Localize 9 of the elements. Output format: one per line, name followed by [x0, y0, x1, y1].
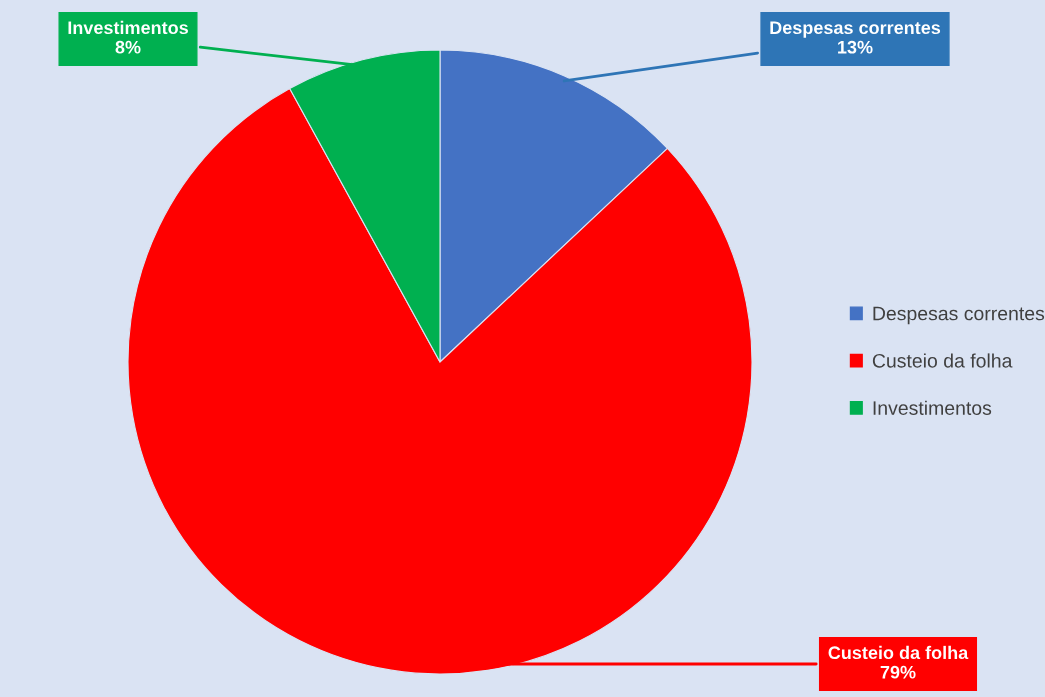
slice-label: Despesas correntes: [770, 21, 941, 38]
slice-label: Investimentos: [68, 20, 188, 35]
data-label: 8%: [115, 40, 141, 54]
legend-label: Custeio da folha: [872, 353, 1013, 368]
legend-label: Despesas correntes: [873, 306, 1045, 325]
legend-label: Investimentos: [873, 400, 992, 415]
data-label: 79%: [880, 665, 916, 679]
slice-label: Custeio da folha: [828, 645, 969, 660]
data-label: 13%: [838, 40, 873, 54]
